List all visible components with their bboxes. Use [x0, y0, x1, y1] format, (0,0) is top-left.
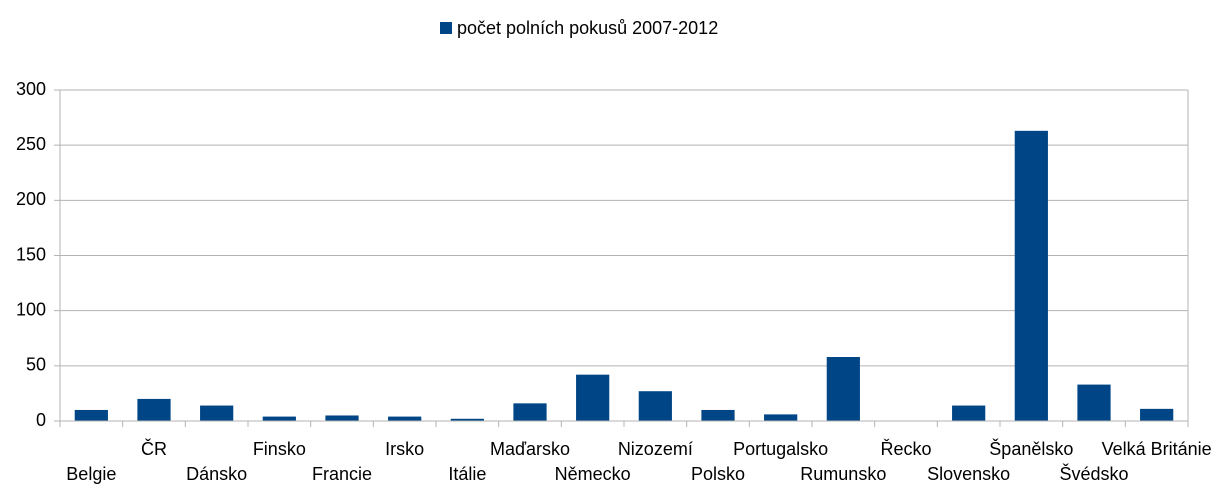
bar — [262, 416, 296, 421]
bar — [388, 416, 422, 421]
bar — [576, 374, 610, 421]
x-tick-label: Portugalsko — [733, 439, 828, 459]
bar — [450, 418, 484, 421]
bar — [638, 391, 672, 421]
bar — [1140, 408, 1174, 421]
x-tick-label: Irsko — [385, 439, 424, 459]
x-tick-label: Slovensko — [927, 464, 1010, 484]
legend-label: počet polních pokusů 2007-2012 — [457, 18, 718, 38]
x-tick-label: ČR — [141, 438, 167, 459]
y-tick-label: 300 — [16, 79, 46, 99]
x-tick-label: Polsko — [691, 464, 745, 484]
y-tick-label: 50 — [26, 355, 46, 375]
x-tick-label: Dánsko — [186, 464, 247, 484]
x-tick-label: Švédsko — [1059, 463, 1128, 484]
bar — [1077, 384, 1111, 421]
x-tick-label: Francie — [312, 464, 372, 484]
x-tick-label: Itálie — [448, 464, 486, 484]
bar — [826, 357, 860, 421]
bar — [513, 403, 547, 421]
bar — [74, 409, 108, 421]
x-tick-label: Španělsko — [989, 438, 1073, 459]
bar — [200, 405, 234, 421]
legend-swatch — [440, 22, 452, 34]
x-tick-label: Maďarsko — [490, 439, 570, 459]
x-tick-label: Německo — [555, 464, 631, 484]
y-tick-label: 0 — [36, 410, 46, 430]
bar — [764, 414, 798, 421]
bar — [952, 405, 986, 421]
y-tick-label: 250 — [16, 134, 46, 154]
y-tick-label: 100 — [16, 299, 46, 319]
x-tick-label: Nizozemí — [618, 439, 693, 459]
bar — [1014, 130, 1048, 421]
x-tick-label: Řecko — [880, 439, 931, 459]
x-tick-label: Finsko — [253, 439, 306, 459]
bar — [325, 415, 359, 421]
y-tick-label: 150 — [16, 244, 46, 264]
bar — [701, 409, 735, 421]
bar — [137, 398, 171, 421]
y-tick-label: 200 — [16, 189, 46, 209]
x-tick-label: Velká Británie — [1102, 439, 1212, 459]
x-tick-label: Belgie — [66, 464, 116, 484]
x-tick-label: Rumunsko — [800, 464, 886, 484]
